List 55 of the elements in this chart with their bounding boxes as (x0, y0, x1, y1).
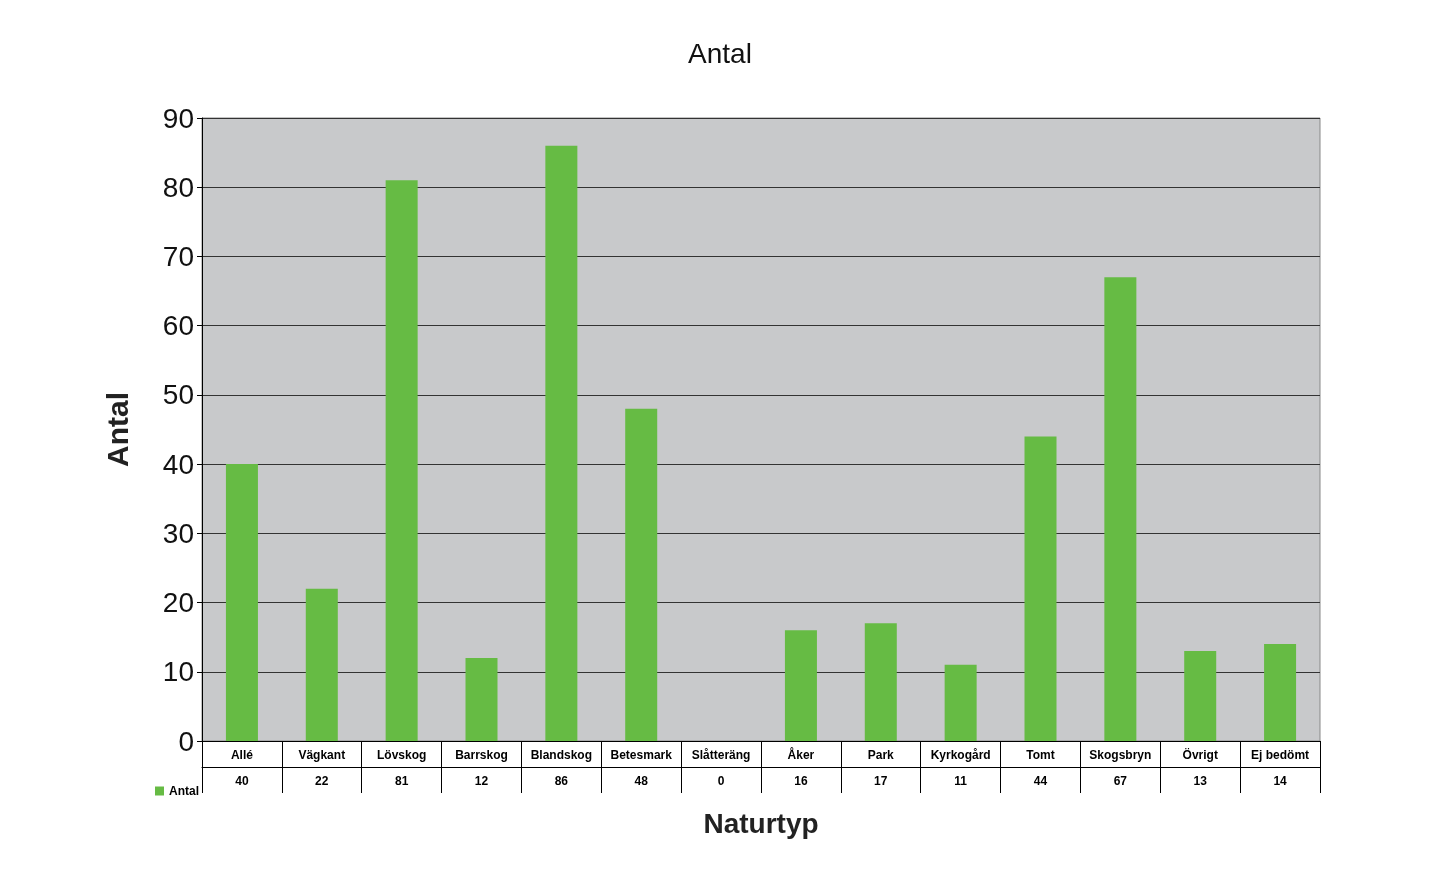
bar (625, 408, 658, 741)
x-tick-label: Tomt (1026, 748, 1055, 762)
x-tick-label: Park (867, 748, 895, 762)
y-axis-title: Antal (100, 392, 134, 467)
x-axis-title: Naturtyp (703, 807, 819, 839)
x-tick-label: Lövskog (376, 748, 427, 762)
bar (864, 623, 897, 741)
data-label: 22 (315, 774, 329, 788)
data-label: 67 (1113, 774, 1128, 788)
data-label: 81 (394, 774, 409, 788)
data-label: 44 (1033, 774, 1048, 788)
data-label: 40 (235, 774, 249, 788)
y-tick-label: 40 (162, 448, 194, 480)
y-tick-label: 60 (162, 310, 194, 342)
data-label: 86 (554, 774, 569, 788)
y-tick-label: 80 (162, 171, 194, 203)
y-tick-label: 70 (162, 240, 194, 272)
bar (545, 145, 578, 741)
chart-title: Antal (688, 37, 752, 69)
bar (1104, 277, 1137, 741)
data-label: 0 (717, 774, 725, 788)
x-tick-label: Barrskog (455, 748, 508, 762)
bar (944, 664, 977, 741)
y-tick-label: 90 (162, 102, 194, 134)
x-tick-label: Skogsbryn (1089, 748, 1152, 762)
bar (225, 464, 258, 741)
data-label: 13 (1193, 774, 1208, 788)
x-tick-label: Kyrkogård (930, 748, 991, 762)
x-tick-label: Övrigt (1182, 747, 1218, 762)
y-tick-label: 50 (162, 379, 194, 411)
data-label: 16 (794, 774, 808, 788)
bar (784, 630, 817, 741)
y-tick-label: 10 (162, 656, 194, 688)
bar (1264, 644, 1297, 741)
x-tick-label: Vägkant (298, 748, 346, 762)
data-label: 12 (474, 774, 489, 788)
data-label: 11 (954, 774, 968, 788)
data-label: 17 (874, 774, 888, 788)
bar (465, 657, 498, 741)
data-label: 48 (634, 774, 649, 788)
bar (1024, 436, 1057, 741)
x-tick-label: Betesmark (610, 748, 673, 762)
x-tick-label: Slåtteräng (691, 748, 751, 762)
bar (1184, 651, 1217, 741)
x-tick-label: Allé (230, 748, 254, 762)
bar (385, 180, 418, 741)
x-tick-label: Åker (787, 747, 815, 762)
y-tick-label: 0 (178, 725, 194, 757)
legend-label: Antal (169, 784, 199, 798)
y-tick-label: 20 (162, 587, 194, 619)
x-tick-label: Ej bedömt (1251, 748, 1310, 762)
y-tick-label: 30 (162, 517, 194, 549)
bar (305, 588, 338, 741)
x-tick-label: Blandskog (530, 748, 593, 762)
data-label: 14 (1273, 774, 1288, 788)
